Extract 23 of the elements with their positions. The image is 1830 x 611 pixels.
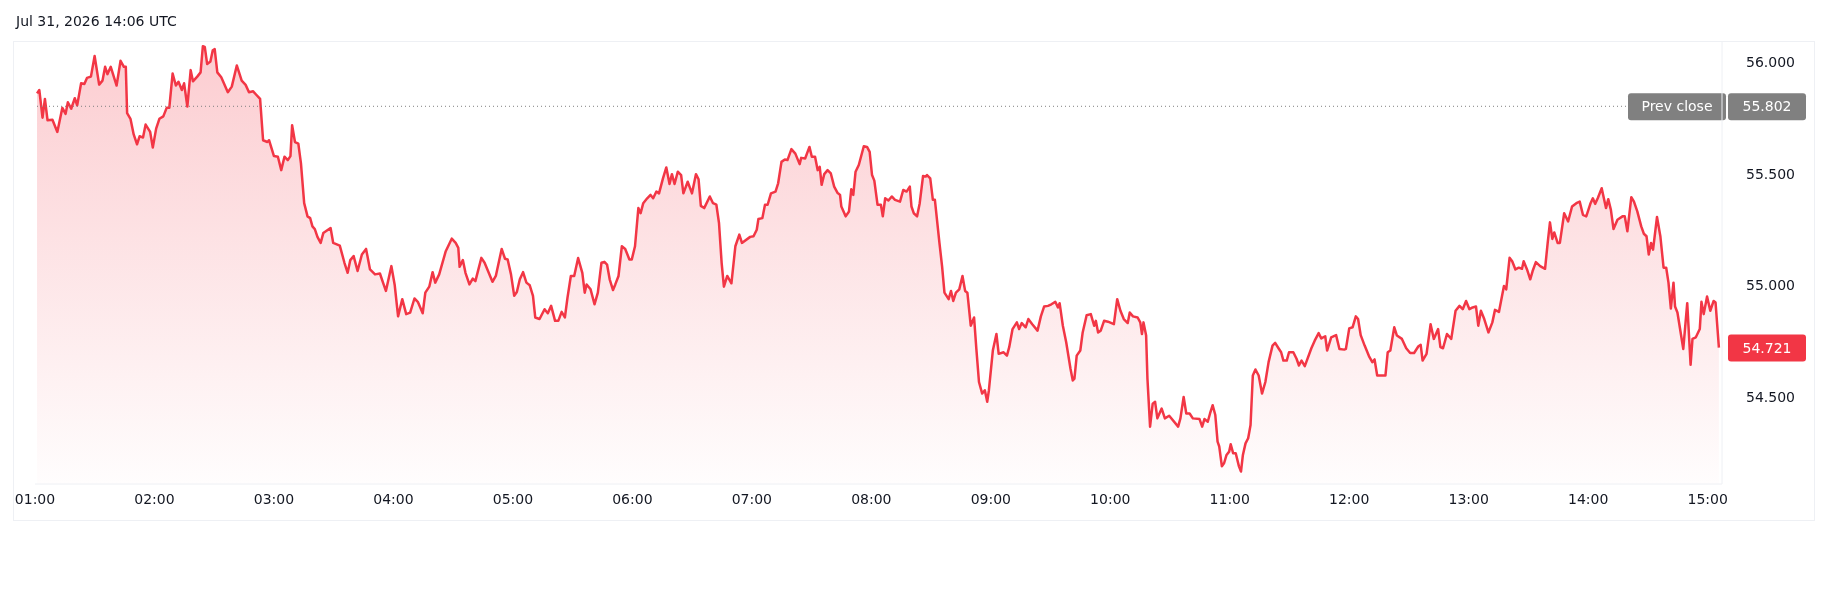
x-tick-label: 01:00 [14,490,56,507]
x-tick-label: 12:00 [1329,490,1370,507]
x-tick-label: 06:00 [612,490,653,507]
x-tick-label: 08:00 [851,490,892,507]
x-tick-label: 10:00 [1090,490,1131,507]
x-tick-label: 14:00 [1568,490,1609,507]
x-tick-label: 13:00 [1448,490,1489,507]
y-tick-label: 54.500 [1746,388,1795,405]
x-tick-label: 04:00 [373,490,414,507]
x-tick-label: 07:00 [731,490,773,507]
y-tick-label: 55.500 [1746,165,1795,182]
chart-title: Jul 31, 2026 14:06 UTC [16,13,177,29]
x-tick-label: 03:00 [253,490,295,507]
ref-line-label: Prev close [1641,98,1713,115]
x-tick-label: 09:00 [970,490,1011,507]
annotation: 54.721 [1742,339,1792,356]
x-tick-label: 15:00 [1687,490,1728,507]
y-tick-label: 55.802 [1742,98,1792,115]
y-tick-label: 55.000 [1746,277,1795,294]
x-tick-label: 02:00 [134,490,175,507]
x-tick-label: 11:00 [1209,490,1250,507]
y-tick-label: 56.000 [1746,54,1795,71]
x-tick-label: 05:00 [492,490,534,507]
